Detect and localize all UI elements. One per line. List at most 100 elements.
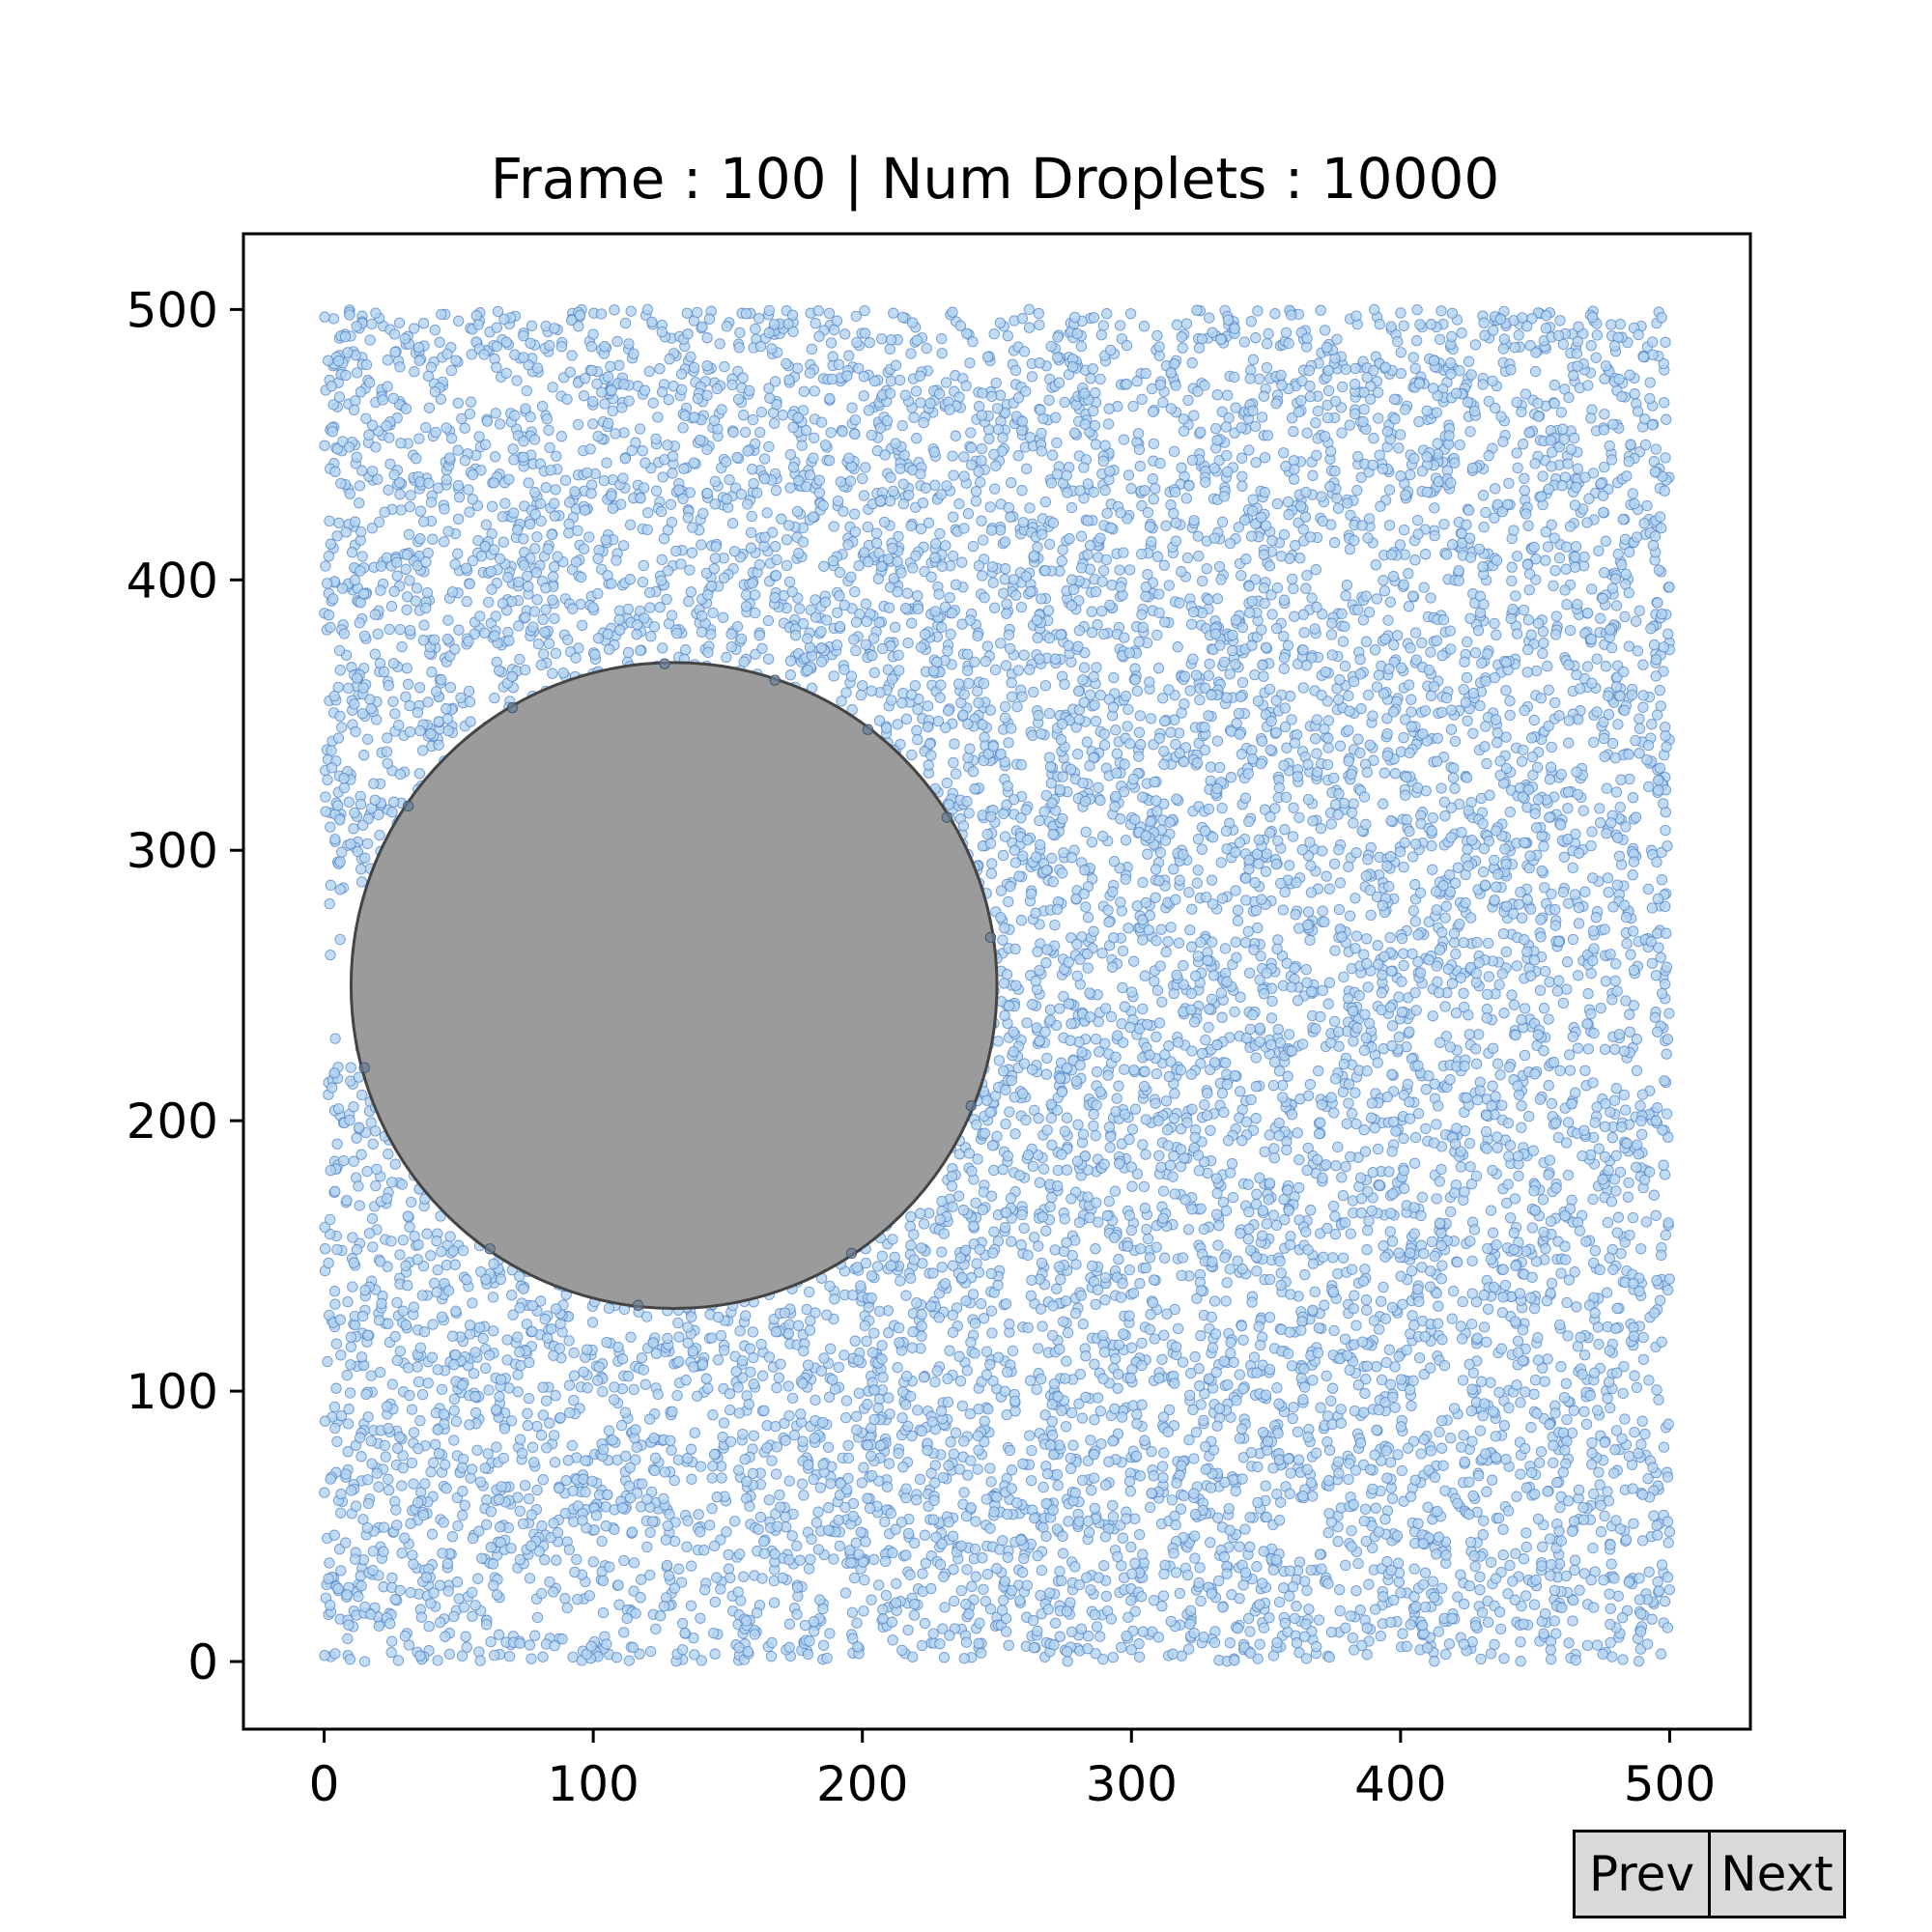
droplet-point — [1459, 656, 1470, 668]
droplet-point — [559, 1593, 571, 1605]
droplet-point — [350, 1500, 362, 1512]
droplet-point — [1508, 525, 1520, 536]
droplet-point — [1223, 412, 1235, 424]
droplet-point — [879, 1516, 891, 1528]
droplet-point — [1160, 946, 1172, 958]
droplet-point — [910, 385, 923, 397]
droplet-point — [873, 1393, 886, 1406]
droplet-point — [1174, 1587, 1185, 1600]
droplet-point — [1559, 1240, 1571, 1252]
droplet-point — [1114, 320, 1126, 331]
droplet-point — [1337, 381, 1349, 393]
droplet-point — [709, 553, 722, 564]
droplet-point — [1293, 1181, 1305, 1194]
droplet-point — [1125, 1342, 1138, 1353]
droplet-point — [1102, 904, 1114, 916]
droplet-point — [1405, 469, 1416, 481]
droplet-point — [766, 1455, 778, 1466]
droplet-point — [1192, 530, 1204, 542]
droplet-point — [358, 750, 370, 761]
droplet-point — [531, 594, 543, 606]
droplet-point — [619, 453, 631, 465]
droplet-point — [1310, 1023, 1321, 1035]
droplet-point — [1605, 1636, 1616, 1649]
droplet-point — [1031, 1383, 1042, 1396]
droplet-point — [1115, 896, 1126, 908]
droplet-point — [985, 1305, 998, 1317]
droplet-point — [1537, 647, 1548, 660]
droplet-point — [1188, 410, 1200, 421]
droplet-point — [810, 1394, 821, 1406]
droplet-point — [1304, 934, 1316, 947]
droplet-point — [984, 1463, 996, 1474]
droplet-point — [441, 634, 453, 645]
droplet-point — [401, 663, 412, 674]
droplet-point — [1591, 329, 1604, 341]
droplet-point — [1140, 367, 1151, 380]
droplet-point — [1315, 1010, 1326, 1023]
droplet-point — [1022, 1321, 1034, 1334]
droplet-point — [557, 667, 569, 679]
droplet-point — [1091, 1621, 1103, 1633]
droplet-point — [1348, 817, 1359, 829]
droplet-point — [1398, 959, 1409, 972]
droplet-point — [732, 1586, 744, 1598]
droplet-point — [1544, 811, 1555, 823]
droplet-point — [1565, 443, 1577, 455]
droplet-point — [1086, 606, 1097, 617]
droplet-point — [885, 471, 896, 483]
droplet-point — [1039, 496, 1051, 508]
droplet-point — [1009, 844, 1021, 856]
droplet-point — [808, 452, 819, 464]
droplet-point — [1413, 415, 1425, 428]
droplet-point — [1600, 661, 1612, 672]
droplet-point — [1271, 1382, 1283, 1394]
droplet-point — [1481, 757, 1492, 770]
droplet-point — [1569, 499, 1581, 511]
droplet-point — [330, 1382, 342, 1394]
droplet-point — [1474, 1425, 1487, 1436]
droplet-point — [494, 665, 505, 676]
droplet-point — [439, 536, 450, 548]
droplet-point — [1054, 1565, 1065, 1577]
droplet-point — [1409, 554, 1421, 566]
droplet-point — [524, 1573, 536, 1584]
droplet-point — [986, 561, 999, 573]
droplet-point — [1220, 1295, 1232, 1307]
droplet-point — [1260, 866, 1272, 877]
droplet-point — [1375, 500, 1386, 512]
droplet-point — [368, 778, 380, 789]
droplet-point — [814, 1482, 826, 1493]
droplet-point — [1483, 971, 1494, 982]
droplet-point — [1247, 494, 1259, 505]
droplet-point — [1034, 814, 1045, 827]
droplet-point — [657, 642, 668, 654]
droplet-point — [927, 1628, 939, 1639]
droplet-point — [1553, 552, 1566, 564]
droplet-point — [1437, 1460, 1449, 1471]
droplet-point — [976, 442, 988, 455]
droplet-point — [774, 1489, 785, 1501]
droplet-point — [1329, 1210, 1341, 1222]
droplet-point — [1659, 1596, 1671, 1607]
droplet-point — [605, 360, 616, 373]
droplet-point — [362, 1329, 374, 1341]
droplet-point — [897, 478, 909, 490]
droplet-point — [1574, 1584, 1585, 1596]
droplet-point — [1176, 1650, 1187, 1662]
droplet-point — [1149, 976, 1160, 987]
droplet-point — [895, 1275, 906, 1287]
droplet-point — [940, 722, 952, 733]
droplet-point — [831, 639, 843, 651]
droplet-point — [1251, 1188, 1263, 1200]
droplet-point — [866, 1594, 877, 1605]
droplet-point — [1301, 427, 1313, 439]
droplet-point — [637, 445, 648, 457]
droplet-point — [619, 317, 632, 329]
droplet-point — [953, 497, 965, 510]
droplet-point — [1332, 1267, 1344, 1280]
droplet-point — [1659, 397, 1670, 409]
droplet-point — [1497, 343, 1510, 355]
droplet-point — [1310, 733, 1321, 745]
